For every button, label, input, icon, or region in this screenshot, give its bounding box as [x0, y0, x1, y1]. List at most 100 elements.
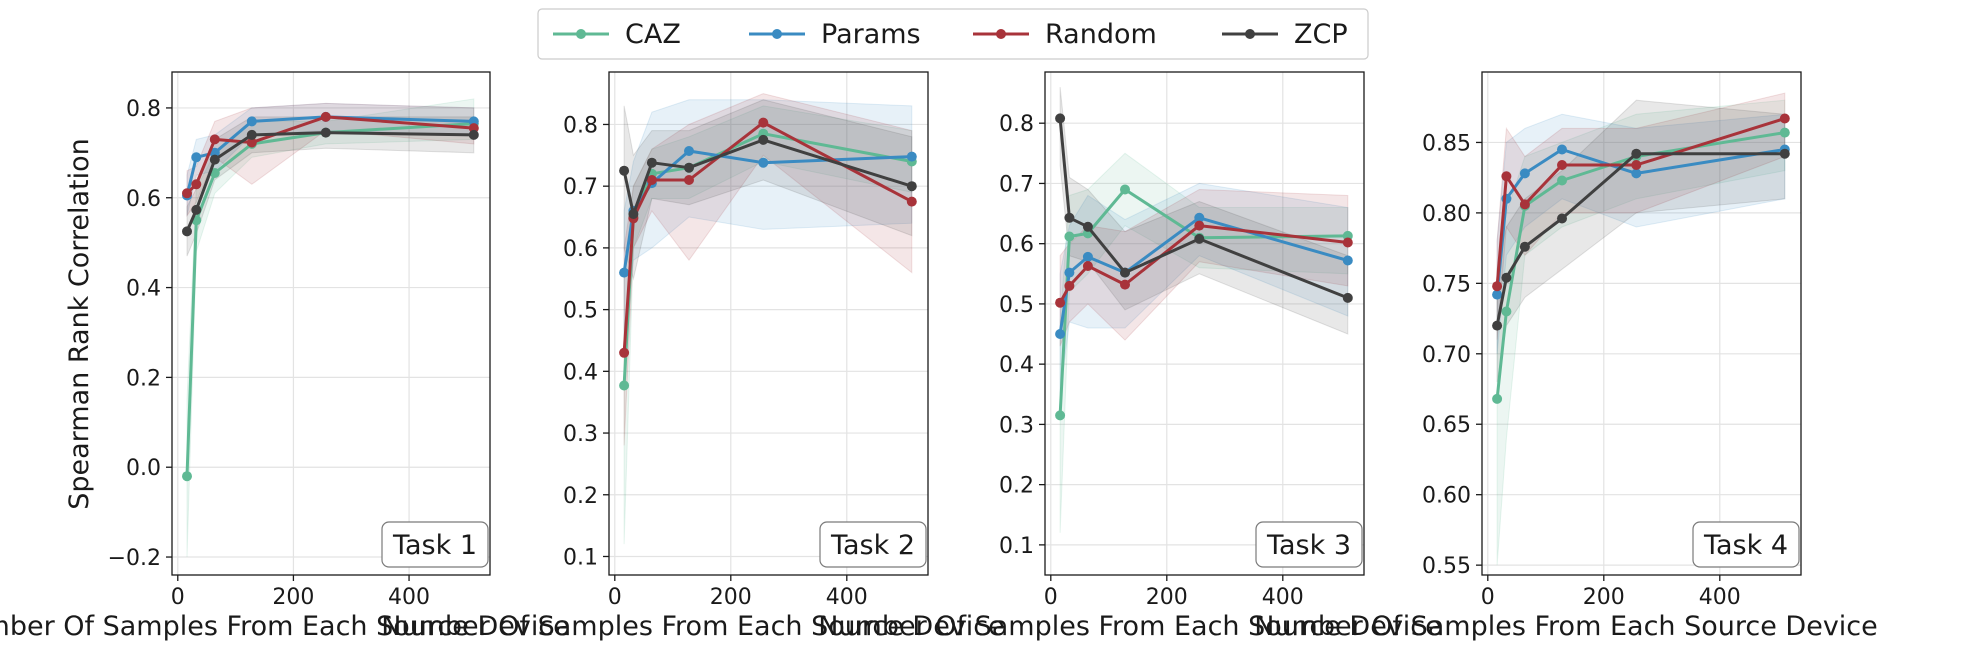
point-params — [1055, 329, 1066, 339]
y-tick-label: 0.7 — [999, 172, 1034, 197]
point-caz — [1557, 175, 1567, 186]
y-tick-label: 0.6 — [999, 233, 1034, 258]
chart-task-3: 0 200 400 0.1 0.2 0.3 0.4 0.5 0.6 0.7 0.8 Number Of… — [818, 71, 1442, 642]
point-random — [1082, 261, 1093, 271]
point-zcp — [1064, 212, 1075, 223]
point-zcp — [191, 204, 202, 215]
legend-item-caz: CAZ — [553, 19, 681, 50]
task-label-text: Task 4 — [1703, 530, 1788, 561]
task-label-box — [1255, 521, 1363, 568]
ticks: 0 200 400 −0.2 0.0 0.2 0.4 0.6 0.8 — [108, 97, 430, 610]
task-label-text: Task 1 — [392, 530, 477, 561]
legend-label-params: Params — [821, 19, 921, 50]
y-tick-label: 0.60 — [1422, 484, 1471, 509]
y-tick-label: 0.70 — [1422, 343, 1471, 368]
point-caz — [1120, 184, 1130, 195]
point-params — [1519, 168, 1530, 179]
y-tick-label: 0.0 — [126, 456, 161, 481]
point-zcp — [1120, 267, 1130, 278]
series-lines — [1055, 113, 1353, 421]
grid — [1482, 72, 1801, 575]
point-zcp — [1492, 320, 1503, 331]
task-label: Task 2 — [819, 521, 927, 568]
x-axis-label: Number Of Samples From Each Source Devic… — [0, 611, 570, 642]
point-params — [1342, 255, 1353, 266]
y-tick-label: 0.3 — [999, 413, 1034, 438]
x-tick-label: 0 — [1044, 585, 1058, 610]
band-caz — [1496, 99, 1786, 566]
point-params — [1194, 212, 1205, 223]
point-zcp — [1501, 272, 1512, 283]
point-params — [1492, 289, 1503, 300]
x-tick-label: 200 — [272, 585, 314, 610]
axes-frame — [1044, 71, 1365, 576]
y-tick-label: 0.75 — [1422, 272, 1471, 297]
point-zcp — [628, 209, 639, 219]
x-axis-label: Number Of Samples From Each Source Devic… — [1254, 611, 1878, 642]
point-random — [1064, 280, 1075, 291]
x-tick-label: 0 — [171, 585, 185, 610]
x-tick-label: 400 — [388, 585, 430, 610]
legend-item-zcp: ZCP — [1222, 19, 1348, 50]
chart-task-2: 0 200 400 0.1 0.2 0.3 0.4 0.5 0.6 0.7 0.8 Number Of… — [381, 71, 1005, 642]
y-tick-label: 0.1 — [563, 545, 598, 570]
x-axis-label: Number Of Samples From Each Source Devic… — [381, 611, 1005, 642]
point-caz — [1064, 231, 1075, 242]
point-zcp — [1779, 148, 1790, 159]
legend-label-random: Random — [1045, 19, 1157, 50]
y-tick-label: 0.2 — [563, 484, 598, 509]
point-random — [1631, 160, 1642, 170]
y-tick-label: 0.6 — [126, 187, 161, 212]
y-tick-label: 0.65 — [1422, 413, 1471, 438]
point-params — [246, 116, 257, 127]
grid — [1045, 72, 1364, 575]
point-random — [1120, 279, 1130, 290]
line-zcp — [1495, 152, 1785, 326]
y-tick-label: 0.85 — [1422, 131, 1471, 156]
point-random — [758, 117, 769, 128]
point-params — [1082, 251, 1093, 262]
point-zcp — [1194, 233, 1205, 244]
grid — [609, 72, 928, 575]
band-random — [186, 102, 475, 218]
x-tick-label: 0 — [608, 585, 622, 610]
confidence-bands — [1059, 87, 1349, 533]
point-zcp — [619, 165, 630, 176]
point-random — [906, 196, 917, 207]
point-params — [1631, 168, 1642, 179]
legend-marker-params — [772, 29, 782, 39]
point-random — [646, 175, 657, 185]
chart-task-1: 0 200 400 −0.2 0.0 0.2 0.4 0.6 0.8 Number Of Samp… — [0, 71, 570, 642]
x-tick-label: 400 — [1699, 585, 1741, 610]
point-random — [619, 347, 630, 358]
legend-label-zcp: ZCP — [1294, 19, 1348, 50]
y-tick-label: −0.2 — [108, 546, 161, 571]
series-lines — [619, 117, 917, 391]
point-params — [906, 151, 917, 162]
band-caz — [1059, 152, 1349, 533]
point-params — [684, 146, 694, 156]
point-zcp — [1055, 113, 1066, 124]
x-axis-label: Number Of Samples From Each Source Devic… — [818, 611, 1442, 642]
point-random — [209, 134, 220, 145]
point-random — [1519, 199, 1530, 210]
point-zcp — [209, 154, 220, 165]
y-tick-label: 0.6 — [563, 237, 598, 262]
line-random — [1495, 117, 1786, 287]
ticks: 0 200 400 0.1 0.2 0.3 0.4 0.5 0.6 0.7 0.8 — [563, 113, 868, 610]
point-zcp — [1342, 292, 1353, 303]
task-label-text: Task 2 — [830, 530, 915, 561]
x-tick-label: 400 — [1262, 585, 1304, 610]
point-random — [320, 111, 331, 122]
legend-marker-caz — [576, 29, 586, 39]
x-tick-label: 400 — [826, 585, 868, 610]
y-tick-label: 0.2 — [126, 366, 161, 391]
series-lines — [182, 111, 479, 482]
point-zcp — [468, 129, 479, 140]
y-tick-label: 0.5 — [999, 293, 1034, 318]
point-random — [1492, 281, 1503, 292]
point-random — [684, 175, 694, 185]
y-tick-label: 0.7 — [563, 175, 598, 200]
legend-item-params: Params — [749, 19, 921, 50]
band-random — [623, 93, 913, 446]
